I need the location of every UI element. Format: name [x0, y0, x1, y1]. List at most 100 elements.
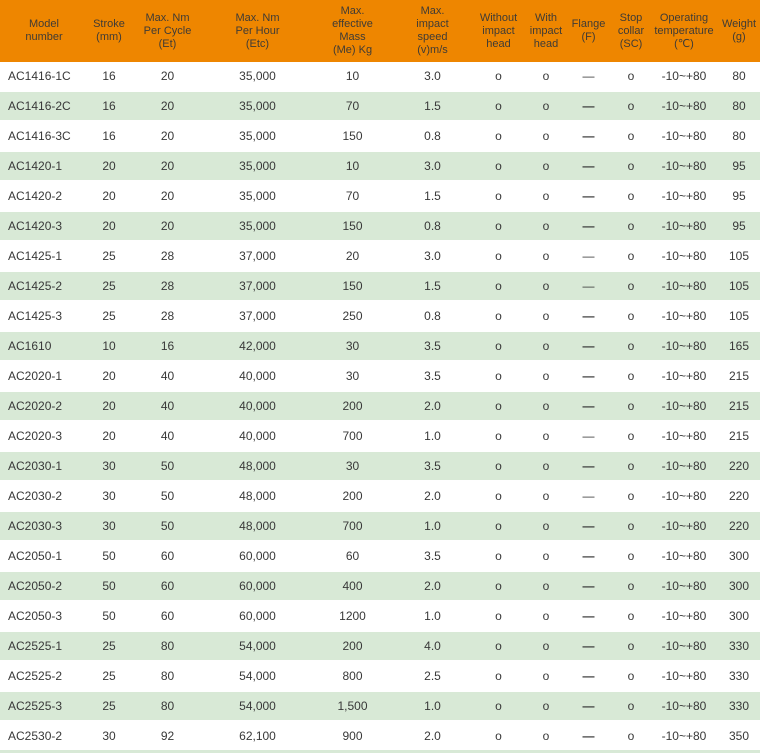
column-header-flange: Flange (F)	[565, 0, 612, 62]
table-row-AC2050-1: AC2050-1 50 60 60,000 60 3.5 o o — o -10~+80 300	[0, 541, 760, 571]
cell-me: 150	[310, 270, 395, 302]
cell-speed: 3.0	[395, 62, 470, 91]
cell-etc: 40,000	[205, 361, 310, 391]
cell-stroke: 30	[88, 481, 130, 511]
cell-speed: 3.5	[395, 541, 470, 571]
cell-et: 16	[130, 330, 205, 362]
cell-me: 250	[310, 301, 395, 331]
cell-with: o	[527, 481, 565, 511]
cell-model: AC2030-2	[0, 481, 88, 511]
cell-et: 80	[130, 661, 205, 691]
cell-sc: o	[612, 481, 650, 511]
cell-without: o	[470, 181, 527, 211]
cell-etc: 35,000	[205, 181, 310, 211]
cell-sc: o	[612, 361, 650, 391]
cell-without: o	[470, 90, 527, 122]
cell-stroke: 16	[88, 90, 130, 122]
cell-et: 92	[130, 721, 205, 750]
cell-flange: —	[565, 481, 612, 511]
cell-stroke: 25	[88, 241, 130, 271]
cell-et: 20	[130, 181, 205, 211]
cell-speed: 0.8	[395, 301, 470, 331]
table-row-AC2020-3: AC2020-3 20 40 40,000 700 1.0 o o — o -10~+80 215	[0, 421, 760, 451]
cell-speed: 2.0	[395, 570, 470, 602]
cell-stroke: 20	[88, 361, 130, 391]
cell-sc: o	[612, 270, 650, 302]
cell-me: 700	[310, 510, 395, 542]
cell-flange: —	[565, 601, 612, 631]
cell-temp: -10~+80	[650, 570, 718, 602]
cell-model: AC1416-3C	[0, 121, 88, 151]
cell-sc: o	[612, 541, 650, 571]
cell-temp: -10~+80	[650, 301, 718, 331]
cell-temp: -10~+80	[650, 601, 718, 631]
cell-temp: -10~+80	[650, 210, 718, 242]
table-row-AC2020-1: AC2020-1 20 40 40,000 30 3.5 o o — o -10~+80 215	[0, 361, 760, 391]
cell-with: o	[527, 721, 565, 750]
table-row-AC2530-2: AC2530-2 30 92 62,100 900 2.0 o o — o -10~+80 350	[0, 721, 760, 750]
column-header-etc: Max. Nm Per Hour (Etc)	[205, 0, 310, 62]
column-header-et: Max. Nm Per Cycle (Et)	[130, 0, 205, 62]
cell-sc: o	[612, 570, 650, 602]
table-row-AC1425-3: AC1425-3 25 28 37,000 250 0.8 o o — o -10~+80 105	[0, 301, 760, 331]
cell-temp: -10~+80	[650, 690, 718, 722]
cell-etc: 48,000	[205, 481, 310, 511]
cell-temp: -10~+80	[650, 721, 718, 750]
cell-model: AC2020-3	[0, 421, 88, 451]
table-header: Model number Stroke (mm) Max. Nm Per Cycle (Et…	[0, 0, 760, 62]
cell-weight: 95	[718, 210, 760, 242]
cell-speed: 1.0	[395, 510, 470, 542]
cell-me: 1200	[310, 601, 395, 631]
table-row-AC2030-3: AC2030-3 30 50 48,000 700 1.0 o o — o -10~+80 220	[0, 510, 760, 542]
column-header-temp: Operating temperature (℃)	[650, 0, 718, 62]
cell-flange: —	[565, 270, 612, 302]
cell-et: 50	[130, 450, 205, 482]
cell-speed: 0.8	[395, 210, 470, 242]
cell-without: o	[470, 661, 527, 691]
cell-et: 20	[130, 62, 205, 91]
cell-flange: —	[565, 721, 612, 750]
cell-me: 150	[310, 121, 395, 151]
cell-model: AC2050-3	[0, 601, 88, 631]
cell-me: 20	[310, 241, 395, 271]
cell-without: o	[470, 601, 527, 631]
cell-flange: —	[565, 90, 612, 122]
table-row-AC2525-1: AC2525-1 25 80 54,000 200 4.0 o o — o -10~+80 330	[0, 630, 760, 662]
cell-flange: —	[565, 150, 612, 182]
cell-me: 800	[310, 661, 395, 691]
cell-model: AC1610	[0, 330, 88, 362]
table-row-AC2030-2: AC2030-2 30 50 48,000 200 2.0 o o — o -10~+80 220	[0, 481, 760, 511]
cell-stroke: 25	[88, 270, 130, 302]
column-header-me: Max. effective Mass (Me) Kg	[310, 0, 395, 62]
cell-weight: 300	[718, 541, 760, 571]
table-row-AC2525-3: AC2525-3 25 80 54,000 1,500 1.0 o o — o -10~+80 330	[0, 690, 760, 722]
table-row-AC1425-2: AC1425-2 25 28 37,000 150 1.5 o o — o -10~+80 105	[0, 270, 760, 302]
cell-with: o	[527, 301, 565, 331]
cell-me: 200	[310, 390, 395, 422]
cell-stroke: 10	[88, 330, 130, 362]
cell-with: o	[527, 390, 565, 422]
cell-without: o	[470, 630, 527, 662]
cell-sc: o	[612, 421, 650, 451]
column-header-model: Model number	[0, 0, 88, 62]
cell-weight: 300	[718, 601, 760, 631]
cell-with: o	[527, 181, 565, 211]
cell-without: o	[470, 390, 527, 422]
cell-et: 50	[130, 481, 205, 511]
cell-speed: 3.5	[395, 361, 470, 391]
cell-et: 60	[130, 601, 205, 631]
cell-flange: —	[565, 541, 612, 571]
cell-with: o	[527, 690, 565, 722]
cell-sc: o	[612, 241, 650, 271]
cell-sc: o	[612, 630, 650, 662]
table-row-AC2525-2: AC2525-2 25 80 54,000 800 2.5 o o — o -10~+80 330	[0, 661, 760, 691]
cell-flange: —	[565, 241, 612, 271]
table-row-AC1610: AC1610 10 16 42,000 30 3.5 o o — o -10~+80 165	[0, 330, 760, 362]
cell-me: 400	[310, 570, 395, 602]
cell-model: AC1420-1	[0, 150, 88, 182]
cell-without: o	[470, 510, 527, 542]
cell-temp: -10~+80	[650, 150, 718, 182]
cell-me: 30	[310, 330, 395, 362]
cell-flange: —	[565, 210, 612, 242]
cell-me: 30	[310, 450, 395, 482]
